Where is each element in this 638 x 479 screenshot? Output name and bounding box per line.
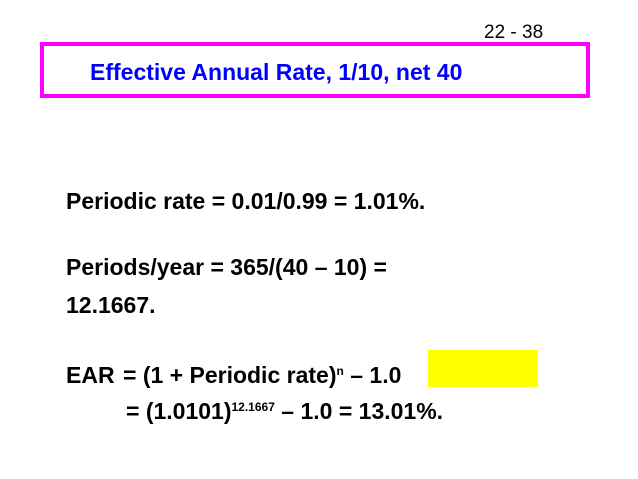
- periodic-rate-line: Periodic rate = 0.01/0.99 = 1.01%.: [66, 188, 426, 214]
- ear-calc-prefix: = (1.0101): [126, 398, 232, 424]
- periods-per-year-line: Periods/year = 365/(40 – 10) =: [66, 254, 387, 280]
- ear-calculation-line: = (1.0101)12.1667 – 1.0 = 13.01%.: [126, 398, 443, 425]
- highlight-box: [428, 350, 538, 387]
- slide-title: Effective Annual Rate, 1/10, net 40: [90, 59, 463, 85]
- periods-per-year-value: 12.1667.: [66, 292, 156, 318]
- ear-formula-prefix: = (1 + Periodic rate): [123, 362, 337, 388]
- title-border: [40, 42, 590, 98]
- ear-formula-exponent: n: [336, 364, 344, 378]
- ear-label: EAR: [66, 362, 115, 388]
- ear-formula-line: EAR = (1 + Periodic rate)n – 1.0: [66, 362, 401, 389]
- ear-formula-suffix: – 1.0: [343, 362, 402, 388]
- ear-calc-exponent: 12.1667: [231, 400, 275, 414]
- ear-calc-suffix: – 1.0 = 13.01%.: [274, 398, 444, 424]
- slide-number: 22 - 38: [484, 22, 544, 43]
